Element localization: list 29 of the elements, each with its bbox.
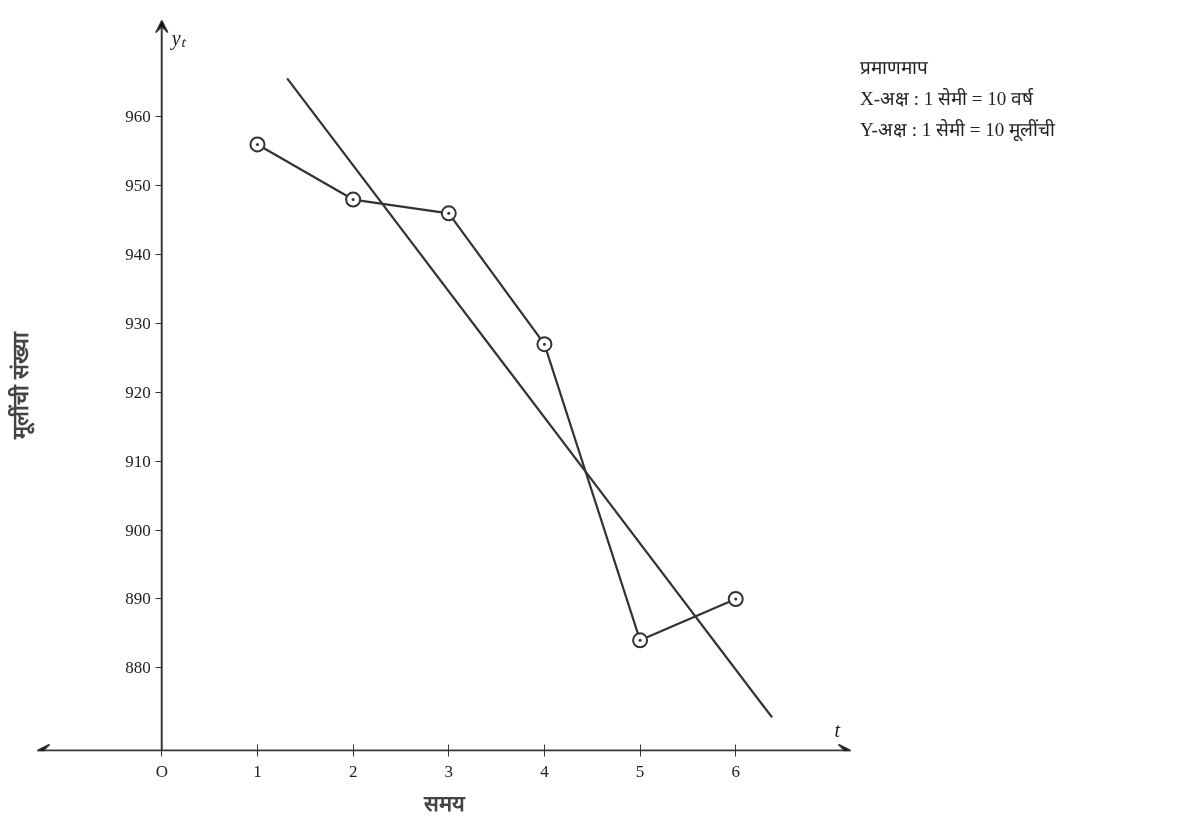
point <box>440 205 457 222</box>
point <box>345 191 362 208</box>
annotation: yₜ <box>169 26 187 50</box>
point <box>536 336 553 353</box>
x-tick-label: 5 <box>635 761 645 781</box>
y-tick-label: 950 <box>125 176 151 196</box>
annotation: t <box>834 718 841 741</box>
point <box>632 632 649 649</box>
y-axis-title: मूलींची संख्या <box>6 331 35 440</box>
y-tick-label: 930 <box>125 314 151 334</box>
x-tick-label: 4 <box>540 761 550 781</box>
text: प्रमाणमाप <box>860 56 929 80</box>
y-tick-label: 910 <box>125 451 151 471</box>
point <box>727 591 744 607</box>
x-tick-label: 1 <box>253 761 262 781</box>
x-axis-title: समय <box>422 790 466 816</box>
text: X-अक्ष : 1 सेमी = 10 वर्ष <box>860 87 1035 112</box>
y-tick-label: 960 <box>125 107 151 127</box>
x-tick-label: O <box>155 761 168 781</box>
x-tick-label: 2 <box>348 761 358 781</box>
y-tick-label: 940 <box>125 245 151 265</box>
point <box>249 136 266 153</box>
y-tick-label: 880 <box>125 658 151 678</box>
y-tick-label: 890 <box>125 589 151 609</box>
x-tick-label: 6 <box>731 761 740 781</box>
y-tick-label: 900 <box>125 520 151 540</box>
y-tick-label: 920 <box>125 382 151 402</box>
x-tick-label: 3 <box>444 761 454 781</box>
text: Y-अक्ष : 1 सेमी = 10 मूलींची <box>860 118 1055 143</box>
